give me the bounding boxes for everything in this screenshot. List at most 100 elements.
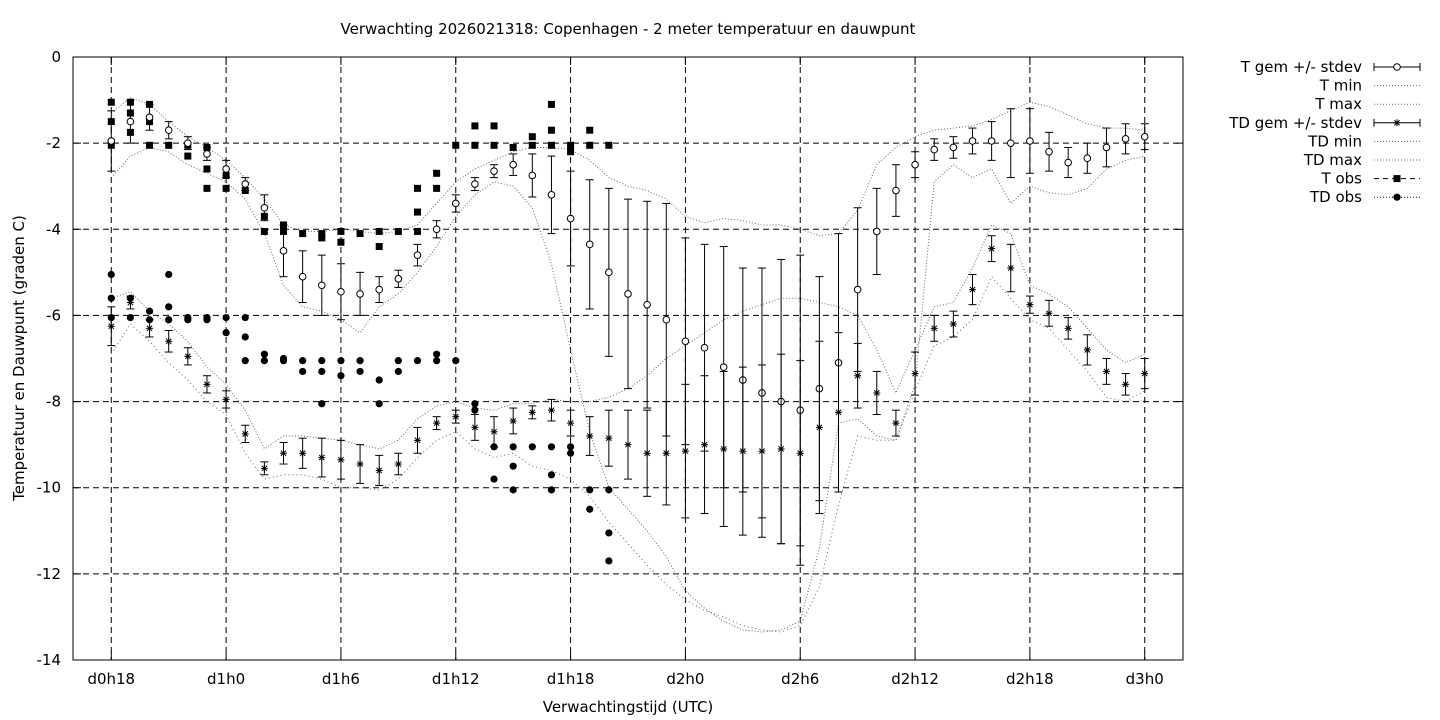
legend-marker: [1393, 63, 1401, 71]
td-obs-point: [126, 313, 135, 322]
legend-marker: [1393, 193, 1401, 201]
legend-label: TD min: [1307, 132, 1362, 150]
td-obs-point: [241, 313, 249, 322]
td-obs-point: [165, 270, 173, 279]
td-mean-point: [1045, 309, 1053, 317]
t-obs-point: [433, 169, 441, 177]
td-mean-point: [471, 423, 479, 431]
td-mean-point: [624, 441, 632, 449]
td-obs-point: [318, 357, 326, 365]
td-mean-point: [107, 322, 115, 330]
td-obs-point: [471, 406, 479, 414]
td-mean-point: [433, 419, 441, 427]
t-mean-point: [471, 180, 479, 188]
td-mean-point: [1007, 264, 1015, 272]
error-bars: [107, 99, 1149, 566]
t-mean-point: [853, 285, 862, 294]
td-mean-point: [662, 449, 670, 457]
td-obs-point: [528, 443, 536, 451]
td-obs-point: [375, 400, 383, 408]
t-obs-point: [413, 208, 421, 216]
t-obs-point: [586, 126, 594, 134]
t-mean-point: [184, 139, 192, 147]
t-obs-point: [337, 238, 345, 246]
min-max-lines: [110, 97, 1145, 633]
td-mean-point: [796, 449, 804, 457]
td-obs-point: [241, 333, 249, 341]
td-mean-point: [873, 389, 881, 397]
td-mean-point: [203, 380, 211, 388]
t-mean-point: [1045, 147, 1053, 156]
td-obs-point: [203, 316, 211, 324]
td-mean-point: [854, 372, 862, 380]
t-obs-point: [547, 141, 555, 149]
t-obs-point: [318, 230, 326, 238]
td-obs-point: [605, 529, 613, 537]
t-mean-point: [107, 137, 116, 145]
line-td-max: [111, 224, 1145, 450]
td-obs-point: [107, 294, 115, 302]
x-tick-label: d0h18: [87, 670, 135, 688]
t-mean-point: [1140, 132, 1149, 141]
td-mean-point: [222, 395, 230, 403]
td-mean-point: [126, 299, 134, 307]
t-obs-point: [413, 227, 421, 235]
td-obs-point: [356, 357, 364, 365]
td-obs-point: [222, 313, 230, 322]
td-mean-point: [720, 445, 728, 453]
td-mean-point: [739, 447, 747, 455]
td-obs-point: [471, 400, 479, 408]
td-mean-point: [1102, 367, 1110, 375]
td-mean-point: [413, 436, 421, 444]
t-obs-point: [165, 141, 173, 149]
t-mean-point: [930, 145, 939, 154]
x-tick-label: d1h18: [547, 670, 595, 688]
t-obs-point: [471, 141, 479, 149]
t-mean-point: [490, 167, 498, 175]
td-obs-point: [509, 486, 517, 494]
td-obs-point: [241, 357, 249, 365]
td-mean-point: [758, 447, 766, 455]
t-mean-point: [413, 251, 422, 259]
t-mean-point: [681, 337, 690, 346]
t-mean-point: [317, 281, 326, 290]
td-obs-point: [586, 505, 594, 513]
td-mean-point: [815, 423, 823, 431]
y-tick-label: -4: [46, 220, 61, 238]
x-tick-label: d3h0: [1126, 670, 1164, 688]
td-mean-point: [949, 320, 957, 328]
y-tick-label: -8: [46, 393, 61, 411]
legend-label: TD gem +/- stdev: [1228, 114, 1362, 132]
td-mean-point: [490, 428, 498, 436]
t-obs-point: [299, 230, 307, 238]
td-obs-point: [337, 357, 345, 365]
t-mean-point: [1102, 143, 1111, 152]
y-axis-label: Temperatuur en Dauwpunt (graden C): [10, 215, 28, 502]
td-mean-point: [1122, 380, 1130, 388]
t-obs-point: [490, 141, 498, 149]
legend-label: T min: [1319, 77, 1362, 95]
t-obs-point: [203, 165, 211, 173]
t-mean-point: [949, 143, 958, 152]
y-tick-label: -6: [46, 306, 61, 324]
td-mean-point: [1026, 301, 1034, 309]
td-obs-point: [184, 316, 192, 324]
t-mean-point: [968, 137, 977, 145]
td-mean-point: [835, 408, 843, 416]
t-obs-point: [337, 227, 345, 235]
td-mean-point: [528, 408, 536, 416]
x-tick-label: d1h0: [207, 670, 245, 688]
td-obs-point: [433, 350, 441, 358]
td-mean-point: [567, 419, 575, 427]
td-mean-point: [892, 419, 900, 427]
t-mean-point: [643, 300, 651, 309]
x-tick-label: d2h12: [891, 670, 939, 688]
t-obs-point: [222, 184, 230, 192]
td-obs-point: [299, 357, 307, 365]
td-obs-point: [337, 372, 345, 380]
t-obs-point: [356, 230, 364, 238]
td-obs-point: [452, 357, 460, 365]
x-tick-label: d2h6: [781, 670, 819, 688]
td-mean-point: [452, 413, 460, 421]
